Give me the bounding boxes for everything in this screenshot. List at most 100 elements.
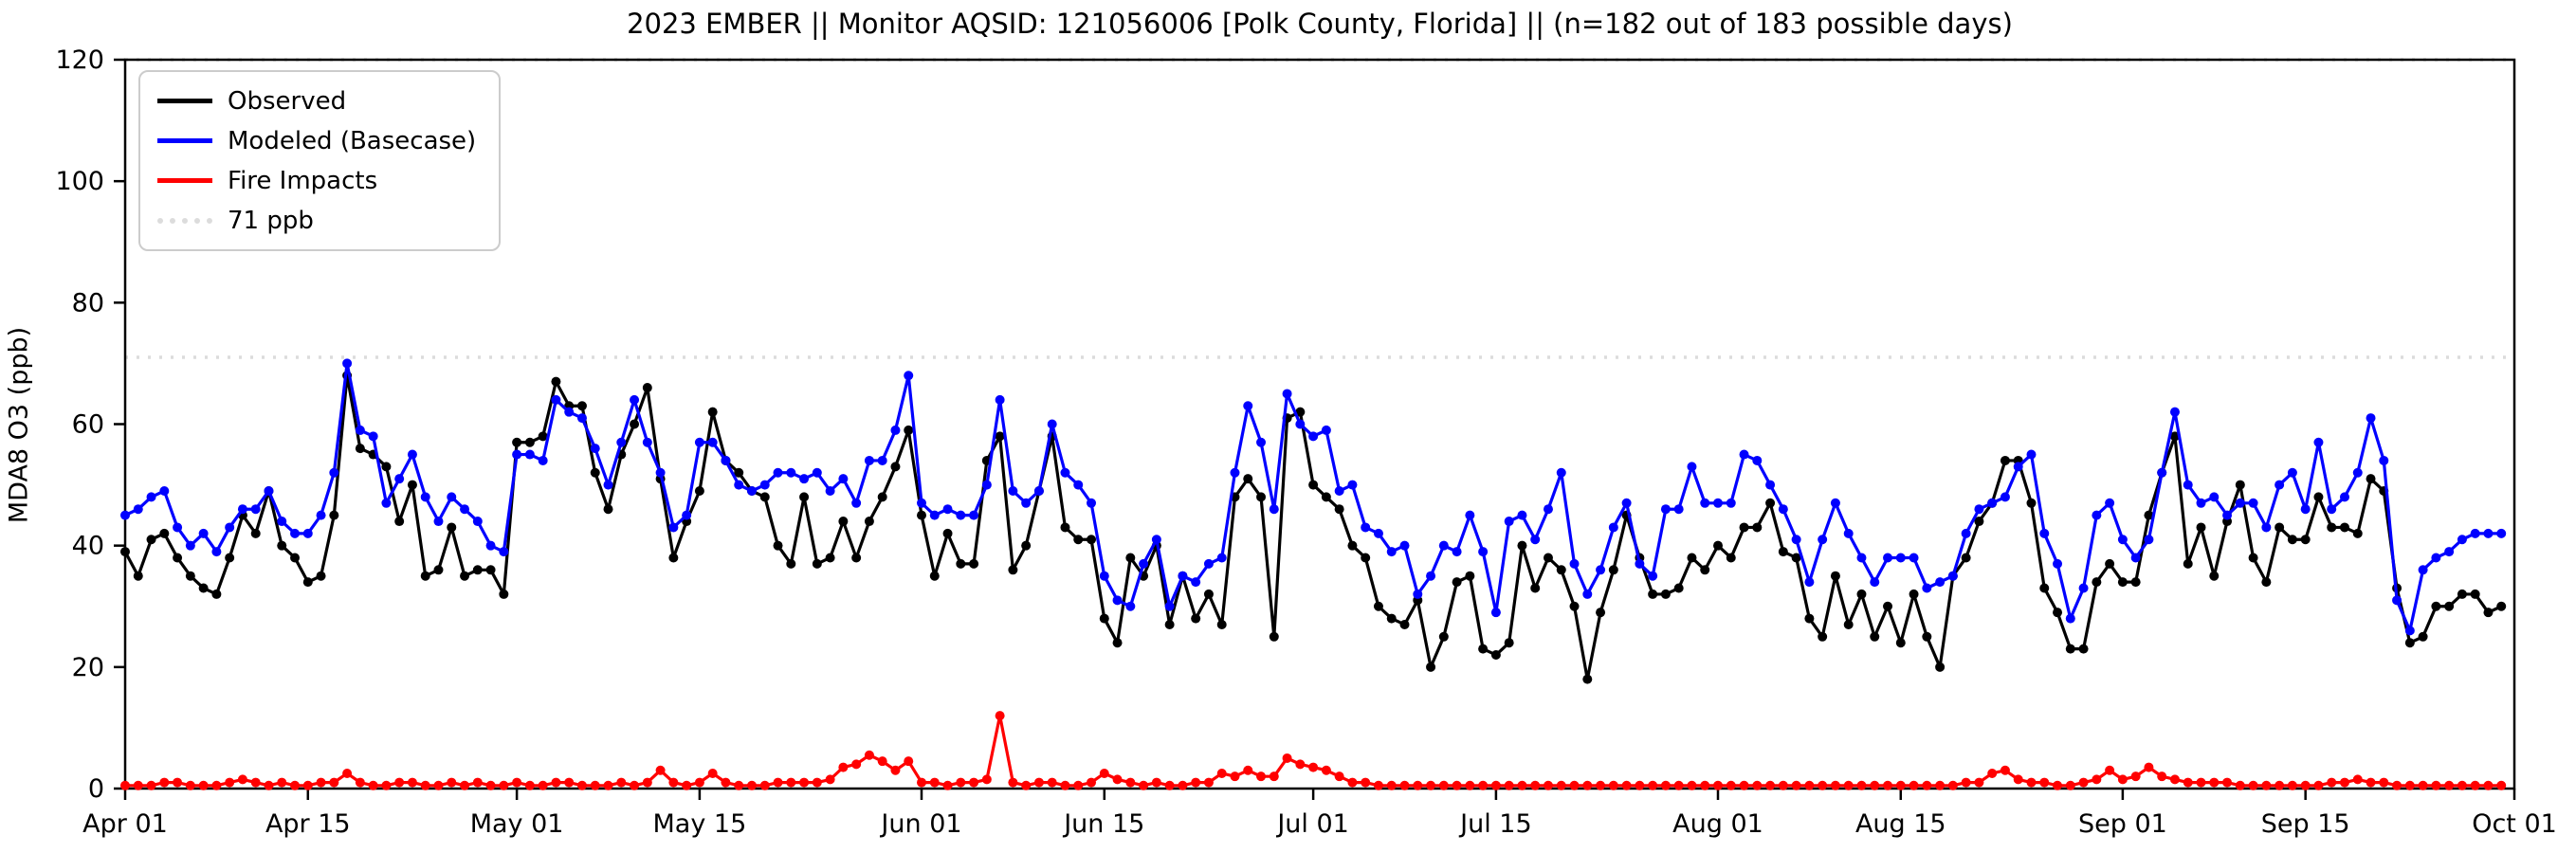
fire-impacts-series-marker [1635, 780, 1645, 790]
modeled-series-marker [746, 485, 757, 496]
modeled-series-marker [1047, 419, 1057, 429]
observed-series-marker [1935, 662, 1946, 672]
modeled-series-marker [864, 455, 874, 465]
modeled-series-marker [1282, 389, 1292, 399]
fire-impacts-series-marker [1621, 780, 1632, 790]
observed-series-marker [2470, 589, 2480, 599]
observed-series-marker [1490, 650, 1501, 661]
fire-impacts-series-marker [746, 780, 757, 790]
fire-impacts-series-marker [2418, 780, 2428, 790]
modeled-series-marker [1125, 601, 1136, 611]
observed-series-marker [2053, 608, 2063, 618]
modeled-series-marker [499, 547, 509, 557]
modeled-series-marker [2496, 528, 2507, 538]
modeled-series-marker [1856, 553, 1867, 563]
observed-series-marker [551, 376, 561, 387]
modeled-series-marker [668, 522, 679, 533]
fire-impacts-series-marker [630, 780, 640, 790]
observed-series-marker [1582, 674, 1593, 684]
observed-series-marker [1818, 631, 1828, 642]
observed-series-marker [460, 571, 470, 581]
modeled-series-marker [2196, 498, 2206, 508]
fire-impacts-series-marker [485, 780, 496, 790]
observed-series-marker [1125, 553, 1136, 563]
x-tick-label: Sep 01 [2078, 809, 2167, 839]
observed-series-marker [1438, 631, 1449, 642]
modeled-series-marker [942, 504, 953, 515]
fire-impacts-series-marker [1739, 780, 1749, 790]
fire-impacts-series-marker [1334, 771, 1344, 782]
x-tick-label: Jul 15 [1458, 809, 1532, 839]
fire-impacts-series-marker [851, 759, 862, 770]
observed-series-marker [1426, 662, 1436, 672]
fire-impacts-series-marker [942, 780, 953, 790]
fire-impacts-series-marker [1818, 780, 1828, 790]
observed-series-marker [120, 547, 130, 557]
x-tick-label: Jun 01 [879, 809, 961, 839]
fire-impacts-series-marker [447, 777, 457, 788]
observed-series-marker [2000, 455, 2010, 465]
fire-impacts-series-marker [2444, 780, 2455, 790]
modeled-series-marker [1504, 517, 1514, 527]
fire-impacts-series-marker [616, 777, 627, 788]
observed-series-marker [329, 510, 339, 520]
modeled-series-marker [917, 498, 926, 508]
fire-impacts-series-marker [524, 780, 535, 790]
modeled-series-marker [2275, 480, 2285, 490]
observed-series-marker [942, 528, 953, 538]
modeled-series [120, 358, 2507, 636]
fire-impacts-series-marker [277, 777, 287, 788]
modeled-series-marker [2157, 467, 2167, 478]
fire-impacts-series-marker [734, 780, 744, 790]
fire-impacts-series-marker [2248, 780, 2258, 790]
fire-impacts-series-marker [1935, 780, 1946, 790]
modeled-series-marker [2209, 492, 2220, 502]
fire-impacts-series-marker [1438, 780, 1449, 790]
fire-impacts-series-marker [1256, 771, 1267, 782]
modeled-series-marker [1426, 571, 1436, 581]
modeled-series-marker [890, 425, 901, 435]
observed-series-marker [590, 467, 600, 478]
x-tick-label: May 15 [653, 809, 747, 839]
x-tick-label: Apr 15 [265, 809, 351, 839]
modeled-series-marker [2300, 504, 2311, 515]
observed-series-marker [2183, 558, 2193, 569]
observed-series-marker [2261, 577, 2272, 588]
modeled-series-marker [1321, 425, 1331, 435]
modeled-series-marker [1608, 522, 1618, 533]
fire-impacts-series-marker [1673, 780, 1684, 790]
fire-impacts-series-marker [264, 780, 274, 790]
fire-impacts-series-marker [1687, 780, 1697, 790]
observed-series-marker [1399, 619, 1410, 629]
fire-impacts-series-marker [2105, 765, 2115, 775]
x-tick-label: Sep 15 [2261, 809, 2350, 839]
modeled-series-marker [1700, 498, 1710, 508]
fire-impacts-series-marker [2287, 780, 2297, 790]
fire-impacts-series-marker [799, 777, 810, 788]
observed-series-marker [394, 517, 405, 527]
fire-impacts-series-marker [329, 777, 339, 788]
modeled-series-marker [185, 540, 195, 551]
x-tick-label: May 01 [470, 809, 564, 839]
fire-impacts-series-marker [2157, 771, 2167, 782]
modeled-series-marker [707, 437, 718, 447]
fire-impacts-series-marker [1073, 780, 1084, 790]
modeled-series-marker [682, 510, 692, 520]
modeled-series-marker [1556, 467, 1566, 478]
x-tick-label: Jul 01 [1275, 809, 1349, 839]
fire-impacts-series-marker [2431, 780, 2441, 790]
observed-series-marker [472, 565, 483, 575]
fire-impacts-series-marker [1139, 780, 1149, 790]
fire-impacts-series-marker [1870, 780, 1880, 790]
observed-series-marker [929, 571, 940, 581]
modeled-series-marker [786, 467, 796, 478]
fire-impacts-series-marker [551, 777, 561, 788]
observed-series-marker [799, 492, 810, 502]
modeled-series-marker [237, 504, 247, 515]
modeled-series-marker [2026, 449, 2037, 460]
fire-impacts-series-marker [420, 780, 430, 790]
observed-series-marker [277, 540, 287, 551]
modeled-series-marker [1139, 558, 1149, 569]
legend-label-threshold: 71 ppb [228, 206, 314, 235]
modeled-series-marker [277, 517, 287, 527]
